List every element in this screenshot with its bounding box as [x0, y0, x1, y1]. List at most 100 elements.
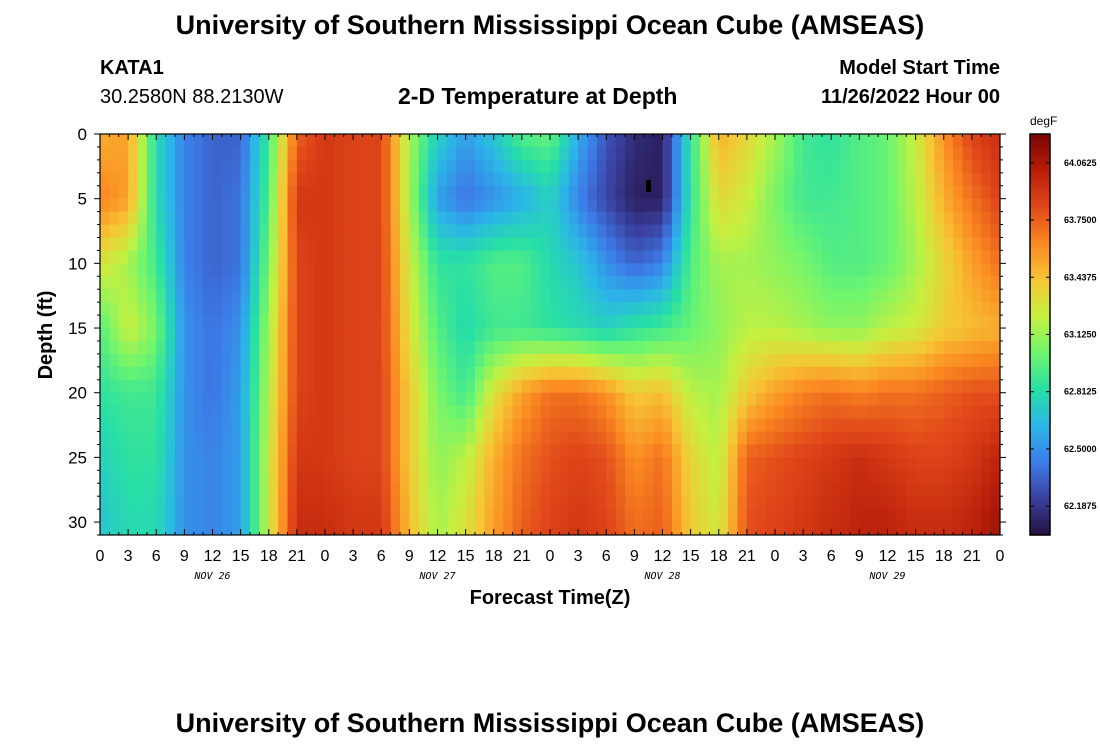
- heatmap-cell: [662, 198, 673, 213]
- heatmap-cell: [878, 134, 888, 148]
- heatmap-cell: [606, 470, 617, 484]
- heatmap-cell: [578, 146, 588, 161]
- heatmap-cell: [109, 444, 120, 458]
- heatmap-cell: [109, 198, 120, 213]
- heatmap-cell: [193, 431, 204, 445]
- heatmap-cell: [362, 224, 373, 238]
- colorbar-segment: [1030, 499, 1050, 503]
- heatmap-cell: [128, 470, 138, 484]
- heatmap-cell: [446, 392, 457, 407]
- heatmap-cell: [559, 224, 570, 238]
- heatmap-cell: [521, 302, 532, 316]
- heatmap-cell: [821, 134, 832, 148]
- heatmap-cell: [925, 289, 935, 303]
- heatmap-cell: [531, 457, 542, 471]
- colorbar-segment: [1030, 244, 1050, 248]
- heatmap-cell: [737, 496, 748, 510]
- heatmap-cell: [850, 353, 860, 368]
- heatmap-cell: [934, 315, 945, 329]
- heatmap-cell: [728, 302, 738, 316]
- heatmap-cell: [943, 405, 954, 419]
- heatmap-cell: [484, 185, 495, 200]
- colorbar-segment: [1030, 264, 1050, 268]
- colorbar-segment: [1030, 234, 1050, 238]
- heatmap-cell: [221, 315, 232, 329]
- heatmap-cell: [203, 405, 213, 419]
- heatmap-cell: [934, 263, 945, 277]
- heatmap-cell: [887, 418, 898, 432]
- heatmap-cell: [812, 172, 823, 187]
- heatmap-cell: [896, 237, 907, 251]
- heatmap-cell: [662, 379, 673, 394]
- heatmap-cell: [971, 134, 982, 148]
- heatmap-cell: [100, 302, 110, 316]
- heatmap-cell: [831, 250, 842, 264]
- colorbar-segment: [1030, 382, 1050, 386]
- heatmap-cell: [212, 211, 223, 225]
- heatmap-cell: [278, 134, 288, 148]
- heatmap-cell: [868, 457, 879, 471]
- heatmap-cell: [971, 263, 982, 277]
- heatmap-cell: [784, 263, 795, 277]
- heatmap-cell: [840, 185, 851, 200]
- heatmap-cell: [100, 289, 110, 303]
- heatmap-cell: [653, 289, 663, 303]
- heatmap-cell: [203, 496, 213, 510]
- heatmap-cell: [765, 366, 776, 381]
- heatmap-cell: [896, 353, 907, 368]
- heatmap-cell: [203, 379, 213, 394]
- colorbar-segment: [1030, 299, 1050, 303]
- heatmap-cell: [362, 470, 373, 484]
- colorbar-segment: [1030, 469, 1050, 473]
- heatmap-cell: [671, 353, 682, 368]
- heatmap-cell: [887, 250, 898, 264]
- heatmap-cell: [212, 470, 223, 484]
- heatmap-cell: [943, 470, 954, 484]
- heatmap-cell: [446, 353, 457, 368]
- heatmap-cell: [231, 457, 242, 471]
- heatmap-cell: [465, 405, 476, 419]
- heatmap-cell: [465, 457, 476, 471]
- heatmap-cell: [803, 328, 813, 342]
- heatmap-cell: [925, 302, 935, 316]
- heatmap-cell: [840, 379, 851, 394]
- heatmap-cell: [203, 418, 213, 432]
- heatmap-cell: [503, 134, 513, 148]
- colorbar-segment: [1030, 512, 1050, 516]
- heatmap-cell: [625, 224, 635, 238]
- heatmap-cell: [559, 509, 570, 523]
- heatmap-cell: [184, 483, 195, 497]
- heatmap-cell: [231, 211, 242, 225]
- heatmap-cell: [681, 483, 692, 497]
- heatmap-cell: [240, 366, 251, 381]
- heatmap-cell: [793, 172, 804, 187]
- heatmap-cell: [681, 276, 692, 290]
- heatmap-cell: [221, 211, 232, 225]
- heatmap-cell: [418, 444, 429, 458]
- heatmap-cell: [353, 405, 363, 419]
- heatmap-cell: [512, 328, 523, 342]
- heatmap-cell: [756, 431, 767, 445]
- heatmap-cell: [578, 496, 588, 510]
- heatmap-cell: [259, 263, 270, 277]
- heatmap-cell: [503, 444, 513, 458]
- heatmap-cell: [128, 444, 138, 458]
- heatmap-cell: [868, 276, 879, 290]
- heatmap-cell: [100, 392, 110, 407]
- heatmap-cell: [306, 198, 317, 213]
- heatmap-cell: [409, 509, 420, 523]
- heatmap-cell: [484, 418, 495, 432]
- heatmap-cell: [831, 146, 842, 161]
- heatmap-cell: [240, 185, 251, 200]
- heatmap-cell: [521, 379, 532, 394]
- colorbar-segment: [1030, 251, 1050, 255]
- heatmap-cell: [550, 457, 560, 471]
- colorbar-segment: [1030, 229, 1050, 233]
- heatmap-cell: [193, 444, 204, 458]
- heatmap-cell: [812, 237, 823, 251]
- heatmap-cell: [118, 418, 129, 432]
- heatmap-cell: [250, 340, 260, 355]
- heatmap-cell: [137, 237, 148, 251]
- heatmap-cell: [718, 172, 729, 187]
- heatmap-cell: [812, 159, 823, 174]
